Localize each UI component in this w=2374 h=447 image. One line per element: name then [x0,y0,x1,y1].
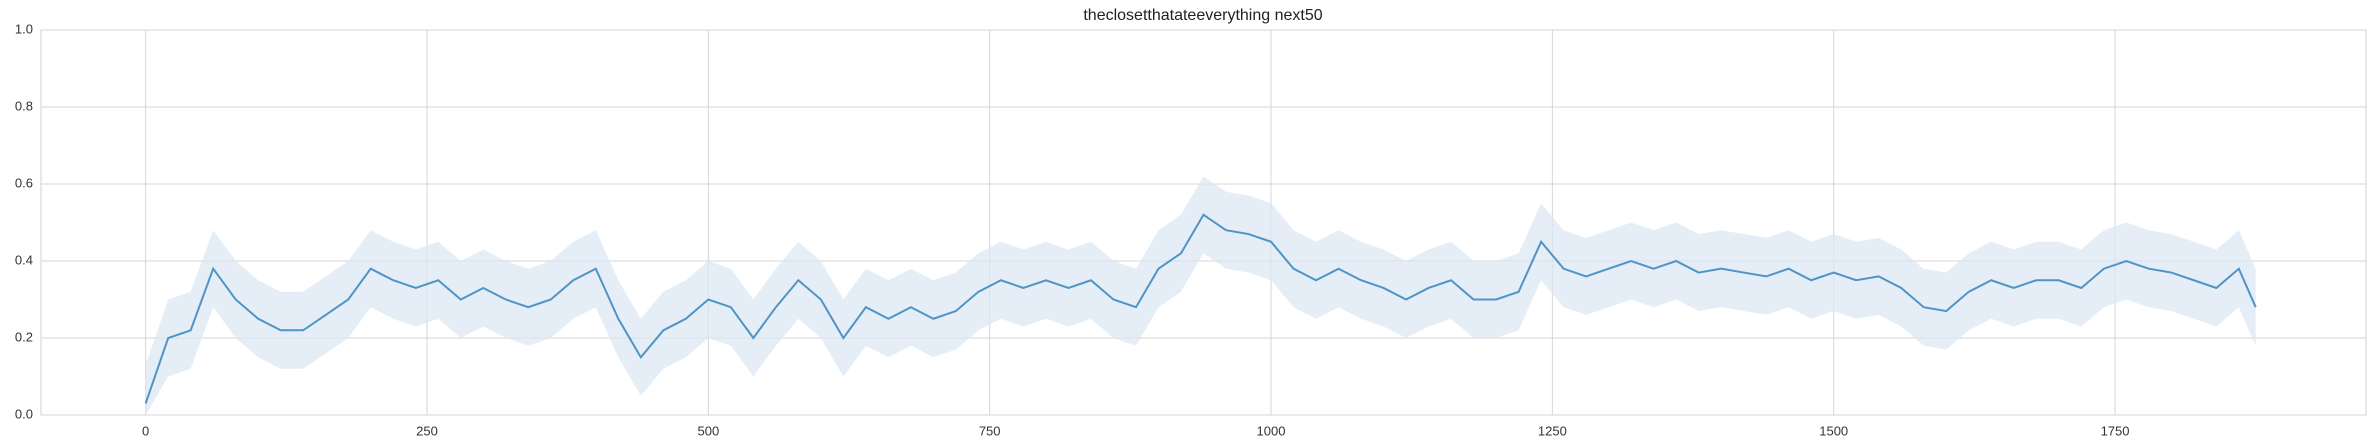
x-tick-label: 500 [697,423,719,438]
x-tick-label: 250 [416,423,438,438]
x-tick-label: 1500 [1819,423,1848,438]
x-tick-label: 750 [979,423,1001,438]
line [144,213,2257,404]
y-tick-label: 1.0 [15,21,33,36]
y-tick-label: 0.2 [15,329,33,344]
y-tick-label: 0.0 [15,406,33,421]
y-tick-label: 0.4 [15,252,33,267]
x-tick-label: 1000 [1257,423,1286,438]
x-tick-label: 1250 [1538,423,1567,438]
chart-title: theclosetthatateeverything next50 [1083,7,1322,24]
confidence-band [145,176,2256,415]
x-tick-label: 0 [142,423,149,438]
y-tick-label: 0.8 [15,98,33,113]
y-tick-label: 0.6 [15,175,33,190]
x-tick-label: 1750 [2101,423,2130,438]
